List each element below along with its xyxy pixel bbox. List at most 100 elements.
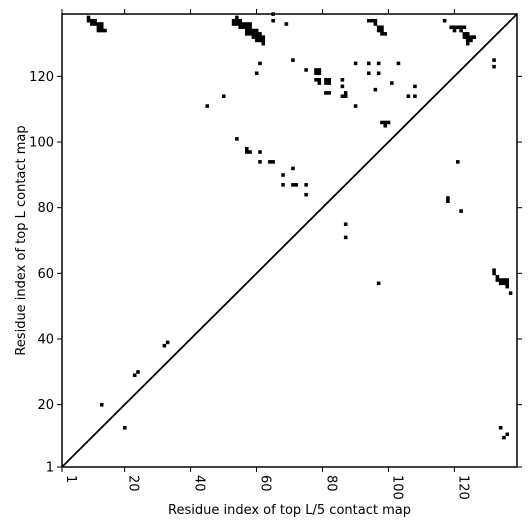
contact-point [459, 25, 463, 30]
contact-point [304, 68, 308, 72]
contact-point [314, 71, 318, 76]
contact-point [165, 340, 170, 345]
contact-points [86, 12, 513, 440]
y-tick-label: 100 [29, 136, 54, 151]
contact-point [238, 22, 242, 26]
contact-point [254, 35, 259, 39]
contact-point [366, 18, 371, 23]
y-tick-label: 1 [46, 461, 54, 476]
contact-point [465, 41, 470, 46]
contact-point [449, 25, 453, 30]
contact-point [86, 18, 91, 23]
contact-point [413, 84, 417, 89]
contact-point [96, 28, 101, 33]
contact-point [258, 150, 262, 154]
contact-point [505, 432, 510, 437]
contact-point [383, 32, 388, 36]
contact-point [465, 35, 470, 39]
contact-point [221, 94, 226, 98]
contact-point [291, 58, 295, 62]
contact-point [235, 15, 239, 20]
contact-point [86, 15, 91, 20]
contact-point [248, 32, 252, 36]
contact-point [245, 150, 249, 154]
contact-point [99, 403, 104, 407]
x-tick-label: 1 [63, 475, 78, 483]
y-axis-title: Residue index of top L contact map [14, 125, 29, 355]
x-tick-label: 100 [389, 475, 404, 500]
contact-point [291, 166, 295, 171]
contact-point [465, 32, 470, 36]
contact-point [261, 35, 266, 39]
contact-point [103, 28, 107, 33]
contact-point [505, 278, 510, 282]
contact-point [304, 183, 308, 187]
contact-point [254, 71, 259, 76]
contact-point [502, 435, 506, 440]
contact-point [376, 281, 381, 286]
contact-point [469, 38, 473, 43]
contact-point [442, 18, 447, 23]
contact-point [343, 235, 348, 240]
contact-point [258, 160, 262, 164]
contact-point [376, 25, 381, 30]
contact-point [123, 425, 127, 430]
contact-point [469, 35, 473, 39]
contact-point [231, 18, 236, 23]
contact-point [498, 281, 503, 286]
contact-point [294, 183, 299, 187]
contact-point [261, 38, 266, 43]
contact-point [459, 209, 463, 213]
contact-point [254, 38, 259, 43]
contact-point [396, 61, 401, 66]
contact-point [340, 78, 345, 82]
contact-point [248, 28, 252, 33]
x-tick-label: 80 [323, 475, 338, 492]
contact-point [327, 91, 331, 95]
contact-point [492, 58, 496, 62]
y-tick-label: 60 [37, 267, 54, 282]
contact-point [343, 94, 348, 98]
contact-point [284, 22, 289, 26]
contact-point [93, 18, 97, 23]
contact-point [456, 25, 460, 30]
contact-point [383, 123, 388, 128]
contact-point [245, 28, 249, 33]
contact-point [452, 28, 457, 33]
contact-point [505, 284, 510, 289]
contact-point [132, 373, 137, 378]
contact-point [508, 291, 513, 295]
contact-point [235, 137, 239, 141]
contact-point [281, 173, 285, 177]
contact-point [373, 18, 378, 23]
contact-point [291, 183, 295, 187]
contact-point [446, 196, 450, 200]
contact-point [251, 32, 256, 36]
contact-point [495, 278, 500, 282]
contact-point [462, 35, 467, 39]
contact-point [245, 32, 249, 36]
contact-point [205, 104, 210, 108]
contact-point [317, 78, 322, 82]
contact-point [505, 281, 510, 286]
contact-point [317, 71, 322, 76]
contact-point [452, 25, 457, 30]
contact-point [248, 150, 252, 154]
contact-point [258, 35, 262, 39]
contact-point [498, 425, 503, 430]
contact-point [254, 32, 259, 36]
contact-point [245, 25, 249, 30]
contact-point [96, 22, 101, 26]
contact-point [231, 22, 236, 26]
contact-point [343, 91, 348, 95]
contact-point [462, 25, 467, 30]
contact-point [271, 160, 275, 164]
contact-point [380, 32, 384, 36]
contact-point [235, 18, 239, 23]
contact-point [241, 22, 246, 26]
contact-point [238, 25, 242, 30]
contact-point [268, 160, 272, 164]
contact-point [376, 28, 381, 33]
